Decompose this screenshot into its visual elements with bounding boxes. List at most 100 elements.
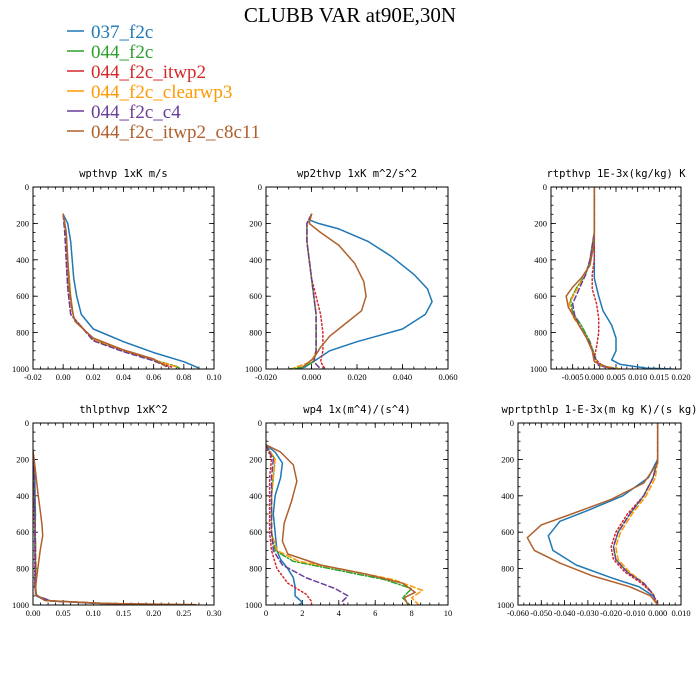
y-tick-label: 800: [501, 564, 514, 574]
legend-label: 044_f2c_c4: [91, 102, 181, 123]
x-tick-label: -0.030: [577, 608, 599, 618]
x-tick-label: 0.020: [347, 372, 366, 382]
series-line-037_f2c: [547, 423, 659, 605]
y-tick-label: 1000: [12, 364, 29, 374]
x-tick-label: 0.020: [671, 372, 690, 382]
panel-title: wp2thvp 1xK m^2/s^2: [297, 168, 417, 180]
x-tick-label: 0.10: [86, 608, 101, 618]
y-tick-label: 1000: [245, 600, 262, 610]
y-tick-label: 400: [249, 255, 262, 265]
y-tick-label: 0: [510, 418, 514, 428]
series-line-044_f2c_itwp2: [306, 213, 326, 369]
y-tick-label: 600: [534, 291, 547, 301]
series-line-044_f2c_c4: [306, 213, 322, 369]
y-tick-label: 800: [534, 328, 547, 338]
x-tick-label: -0.020: [255, 372, 277, 382]
panel-4: thlpthvp 1xK^2 0.00 0.05 0.10 0.15 0.20 0.25 0.…: [12, 404, 221, 618]
series-line-037_f2c: [62, 213, 200, 369]
legend-entry: 044_f2c_c4: [67, 102, 181, 123]
series-line-044_f2c: [266, 444, 413, 605]
series-line-044_f2c_c4: [33, 449, 167, 605]
series-line-037_f2c: [294, 213, 433, 369]
axes-frame: [265, 186, 449, 370]
panels: wpthvp 1xK m/s -0.02 0.00 0.02 0.04 0.06 0.08 0…: [12, 168, 697, 618]
y-tick-label: 800: [16, 328, 29, 338]
y-tick-label: 600: [16, 291, 29, 301]
series-line-044_f2c_itwp2: [266, 444, 313, 605]
y-tick-label: 800: [249, 328, 262, 338]
series-line-044_f2c: [62, 213, 182, 369]
panel-title: thlpthvp 1xK^2: [79, 404, 168, 416]
y-tick-label: 200: [16, 218, 29, 228]
series-group: [266, 444, 424, 605]
x-tick-label: 6: [373, 608, 377, 618]
y-tick-label: 1000: [530, 364, 547, 374]
x-tick-label: 0.08: [176, 372, 191, 382]
series-line-044_f2c_itwp2_c8c11: [301, 213, 367, 368]
y-tick-label: 1000: [497, 600, 514, 610]
y-tick-label: 400: [16, 491, 29, 501]
y-tick-label: 1000: [12, 600, 29, 610]
y-tick-label: 400: [249, 491, 262, 501]
panel-title: wp4 1x(m^4)/(s^4): [303, 404, 410, 416]
series-line-044_f2c_itwp2: [33, 449, 173, 605]
x-tick-label: 0: [264, 608, 268, 618]
y-tick-label: 0: [25, 182, 29, 192]
x-tick-label: 0.05: [56, 608, 71, 618]
series-line-044_f2c_clearwp3: [33, 449, 167, 605]
series-line-044_f2c_itwp2_c8c11: [266, 444, 416, 605]
x-tick-label: -0.020: [600, 608, 622, 618]
series-line-044_f2c_itwp2: [591, 187, 617, 369]
x-tick-label: -0.060: [507, 608, 529, 618]
x-tick-label: 0.00: [56, 372, 71, 382]
y-tick-label: 0: [258, 182, 262, 192]
axes-frame: [32, 186, 215, 370]
series-group: [288, 213, 433, 369]
y-tick-label: 200: [534, 218, 547, 228]
series-line-044_f2c_clearwp3: [266, 444, 424, 605]
series-line-044_f2c: [288, 213, 317, 369]
figure-title: CLUBB VAR at90E,30N: [244, 3, 456, 27]
y-tick-label: 400: [534, 255, 547, 265]
series-group: [526, 423, 659, 605]
x-tick-label: 0.005: [606, 372, 625, 382]
y-tick-label: 600: [249, 291, 262, 301]
series-line-044_f2c_itwp2: [62, 213, 173, 368]
series-line-037_f2c: [33, 449, 155, 605]
y-tick-label: 400: [16, 255, 29, 265]
series-line-037_f2c: [593, 187, 674, 369]
y-tick-label: 600: [249, 527, 262, 537]
x-tick-label: 0.015: [650, 372, 669, 382]
series-line-044_f2c: [569, 187, 622, 369]
series-line-044_f2c_itwp2_c8c11: [565, 187, 613, 369]
x-tick-label: 0.25: [176, 608, 191, 618]
legend-label: 037_f2c: [91, 22, 153, 43]
x-tick-label: 10: [444, 608, 453, 618]
x-tick-label: 0.30: [207, 608, 222, 618]
series-line-044_f2c_c4: [612, 423, 659, 605]
y-tick-label: 600: [501, 527, 514, 537]
series-line-044_f2c_c4: [62, 213, 170, 368]
x-tick-label: 4: [337, 608, 342, 618]
series-line-044_f2c_itwp2_c8c11: [33, 449, 197, 605]
y-tick-label: 800: [16, 564, 29, 574]
series-line-044_f2c_itwp2_c8c11: [526, 423, 659, 605]
y-tick-label: 200: [249, 218, 262, 228]
x-tick-label: 8: [409, 608, 413, 618]
legend-entry: 044_f2c: [67, 42, 153, 63]
x-tick-label: 0.010: [671, 608, 690, 618]
x-tick-label: 2: [300, 608, 304, 618]
legend-entry: 044_f2c_clearwp3: [67, 82, 232, 103]
panel-1: wpthvp 1xK m/s -0.02 0.00 0.02 0.04 0.06 0.08 0…: [12, 168, 221, 382]
panel-3: rtpthvp 1E-3x(kg/kg) K-0.005 0.000 0.005 0.…: [530, 168, 691, 382]
y-tick-label: 0: [543, 182, 547, 192]
x-tick-label: 0.000: [302, 372, 321, 382]
series-line-044_f2c: [33, 449, 167, 605]
series-line-044_f2c_c4: [266, 444, 349, 605]
x-tick-label: 0.00: [26, 608, 41, 618]
legend-entry: 044_f2c_itwp2: [67, 62, 206, 83]
x-tick-label: 0.010: [628, 372, 647, 382]
x-tick-label: -0.005: [562, 372, 584, 382]
panel-title: wpthvp 1xK m/s: [79, 168, 168, 180]
